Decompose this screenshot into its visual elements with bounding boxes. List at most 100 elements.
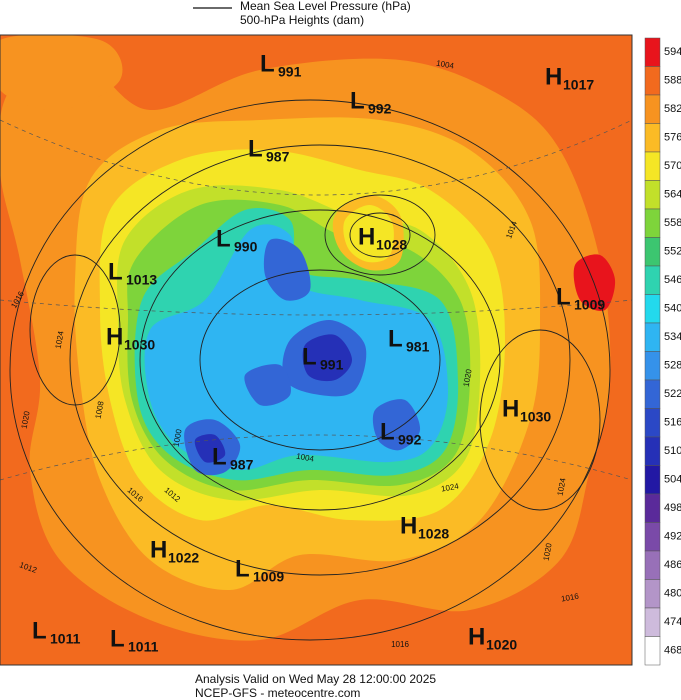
colorbar-label: 480 <box>664 588 681 600</box>
center-pressure: 1030 <box>520 409 551 425</box>
contour-label: 1020 <box>20 410 32 430</box>
colorbar-box <box>644 579 661 609</box>
center-type: L <box>302 343 317 370</box>
colorbar-label: 588 <box>664 75 681 87</box>
contour-label: 1016 <box>391 640 409 649</box>
isobar <box>69 144 571 576</box>
colorbar-label: 594 <box>664 46 681 58</box>
colorbar-box <box>644 607 661 637</box>
center-type: L <box>32 617 47 644</box>
center-pressure: 1017 <box>563 77 594 93</box>
footer-text: Analysis Valid on Wed May 28 12:00:00 20… <box>195 672 436 686</box>
center-type: L <box>388 325 403 352</box>
center-pressure: 987 <box>230 457 254 473</box>
colorbar-label: 576 <box>664 132 681 144</box>
center-type: L <box>350 87 365 114</box>
colorbar-box <box>644 66 661 96</box>
colorbar-box <box>644 151 661 181</box>
isobar <box>479 329 601 511</box>
contour-label: 1016 <box>560 592 580 604</box>
colorbar-box <box>644 237 661 267</box>
height-field <box>244 364 291 406</box>
colorbar-label: 504 <box>664 474 681 486</box>
center-type: L <box>260 50 275 77</box>
legend-text: 500-hPa Heights (dam) <box>240 13 364 27</box>
legend-text: Mean Sea Level Pressure (hPa) <box>240 0 411 13</box>
center-type: L <box>108 258 123 285</box>
colorbar-label: 540 <box>664 303 681 315</box>
height-field <box>573 254 616 311</box>
center-type: H <box>400 512 417 539</box>
center-type: H <box>150 536 167 563</box>
center-pressure: 992 <box>398 432 422 448</box>
colorbar-box <box>644 493 661 523</box>
height-field <box>194 434 226 463</box>
colorbar-box <box>644 94 661 124</box>
colorbar-label: 558 <box>664 217 681 229</box>
height-field <box>302 334 352 382</box>
colorbar-box <box>644 436 661 466</box>
center-type: H <box>358 223 375 250</box>
colorbar-box <box>644 322 661 352</box>
colorbar-label: 564 <box>664 189 681 201</box>
footer-text: NCEP-GFS - meteocentre.com <box>195 686 360 700</box>
center-pressure: 992 <box>368 101 392 117</box>
contour-label: 1000 <box>172 428 184 448</box>
center-pressure: 1013 <box>126 272 157 288</box>
colorbar-box <box>644 294 661 324</box>
isobar <box>9 99 611 641</box>
map-frame <box>0 34 633 666</box>
isobar <box>139 209 501 511</box>
graticule <box>0 299 632 316</box>
colorbar-label: 582 <box>664 103 681 115</box>
center-type: L <box>110 625 125 652</box>
center-type: L <box>216 225 231 252</box>
height-field <box>263 238 311 301</box>
center-pressure: 1030 <box>124 337 155 353</box>
colorbar-label: 552 <box>664 246 681 258</box>
contour-label: 1020 <box>462 368 474 388</box>
graticule <box>0 119 632 196</box>
colorbar-box <box>644 351 661 381</box>
center-pressure: 1020 <box>486 637 517 653</box>
contour-label: 1024 <box>556 477 568 497</box>
center-pressure: 1009 <box>574 297 605 313</box>
height-field <box>372 399 421 451</box>
colorbar-label: 546 <box>664 274 681 286</box>
colorbar-box <box>644 522 661 552</box>
center-type: L <box>556 283 571 310</box>
center-type: H <box>502 395 519 422</box>
colorbar-box <box>644 208 661 238</box>
isobar <box>199 269 441 451</box>
center-pressure: 991 <box>278 64 302 80</box>
isobar <box>324 194 436 276</box>
center-type: L <box>235 555 250 582</box>
colorbar-box <box>644 265 661 295</box>
graticule <box>0 434 632 481</box>
colorbar-label: 534 <box>664 331 681 343</box>
isobar <box>29 254 121 406</box>
center-type: L <box>380 418 395 445</box>
colorbar-label: 516 <box>664 417 681 429</box>
center-pressure: 981 <box>406 339 430 355</box>
colorbar-box <box>644 379 661 409</box>
map-area <box>0 35 632 665</box>
contour-label: 1008 <box>94 400 106 420</box>
contour-label: 1020 <box>542 542 554 562</box>
center-type: H <box>468 623 485 650</box>
colorbar-box <box>644 465 661 495</box>
colorbar-label: 528 <box>664 360 681 372</box>
colorbar-label: 474 <box>664 616 681 628</box>
colorbar-label: 486 <box>664 559 681 571</box>
colorbar: 594 588 582 576 570 564 558 552 546 540 534 528 522 5… <box>644 37 681 666</box>
center-type: H <box>106 323 123 350</box>
colorbar-label: 498 <box>664 502 681 514</box>
colorbar-box <box>644 636 661 666</box>
center-pressure: 990 <box>234 239 258 255</box>
colorbar-label: 492 <box>664 531 681 543</box>
center-pressure: 1028 <box>418 526 449 542</box>
contour-label: 1004 <box>296 452 316 464</box>
colorbar-label: 468 <box>664 645 681 657</box>
